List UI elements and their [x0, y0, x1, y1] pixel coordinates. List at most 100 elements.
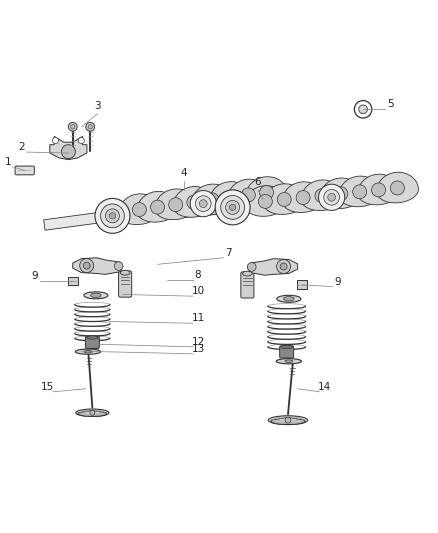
Circle shape — [114, 262, 123, 270]
Polygon shape — [358, 174, 399, 205]
Polygon shape — [119, 194, 160, 224]
Circle shape — [205, 193, 219, 207]
Circle shape — [230, 204, 236, 211]
Circle shape — [151, 200, 165, 214]
Text: 6: 6 — [254, 177, 261, 187]
Circle shape — [371, 183, 385, 197]
Circle shape — [190, 190, 216, 217]
Ellipse shape — [277, 295, 301, 302]
Polygon shape — [264, 184, 305, 214]
Polygon shape — [283, 182, 324, 213]
Circle shape — [324, 189, 339, 205]
Polygon shape — [173, 187, 215, 217]
Circle shape — [101, 204, 124, 228]
Ellipse shape — [76, 409, 109, 416]
Circle shape — [334, 187, 348, 201]
Polygon shape — [44, 189, 272, 230]
Polygon shape — [210, 182, 251, 212]
Circle shape — [215, 190, 250, 225]
Circle shape — [359, 105, 367, 114]
Polygon shape — [271, 418, 305, 424]
Ellipse shape — [84, 350, 92, 353]
Circle shape — [296, 191, 310, 205]
Circle shape — [277, 192, 291, 206]
Text: 11: 11 — [191, 313, 205, 323]
Text: 3: 3 — [94, 101, 101, 111]
Circle shape — [187, 195, 201, 209]
Circle shape — [241, 188, 255, 202]
FancyBboxPatch shape — [85, 336, 99, 349]
Text: 2: 2 — [18, 142, 25, 152]
Circle shape — [68, 123, 77, 131]
Polygon shape — [78, 411, 107, 416]
Circle shape — [277, 260, 290, 273]
Circle shape — [223, 190, 237, 204]
Circle shape — [90, 410, 95, 415]
Text: 12: 12 — [191, 337, 205, 347]
Circle shape — [280, 263, 287, 270]
Bar — [297, 280, 307, 289]
Ellipse shape — [281, 345, 292, 349]
Ellipse shape — [84, 292, 108, 299]
Circle shape — [221, 196, 244, 219]
Text: 9: 9 — [335, 277, 341, 287]
Ellipse shape — [243, 271, 252, 276]
FancyBboxPatch shape — [280, 346, 293, 358]
Polygon shape — [247, 259, 297, 275]
Text: 8: 8 — [195, 270, 201, 280]
Ellipse shape — [120, 270, 130, 275]
Polygon shape — [246, 177, 288, 207]
Circle shape — [354, 101, 372, 118]
Polygon shape — [377, 172, 419, 203]
Text: 15: 15 — [41, 382, 54, 392]
Ellipse shape — [91, 293, 101, 297]
Polygon shape — [155, 189, 197, 220]
Ellipse shape — [75, 349, 101, 354]
Circle shape — [86, 123, 95, 131]
Circle shape — [78, 138, 84, 143]
Circle shape — [318, 184, 345, 211]
Text: 13: 13 — [191, 344, 205, 354]
Text: 9: 9 — [32, 271, 38, 281]
Circle shape — [169, 198, 183, 212]
Circle shape — [353, 185, 367, 199]
Circle shape — [53, 138, 59, 143]
Circle shape — [258, 195, 272, 208]
Ellipse shape — [285, 360, 293, 362]
Circle shape — [88, 125, 92, 129]
Text: 4: 4 — [181, 168, 187, 179]
Circle shape — [260, 185, 273, 199]
Circle shape — [95, 198, 130, 233]
Polygon shape — [245, 185, 286, 216]
Circle shape — [71, 125, 75, 129]
FancyBboxPatch shape — [15, 166, 34, 175]
Polygon shape — [301, 180, 343, 211]
Circle shape — [195, 196, 211, 212]
FancyBboxPatch shape — [119, 271, 132, 297]
Circle shape — [106, 209, 120, 223]
Circle shape — [328, 193, 336, 201]
Circle shape — [80, 259, 94, 272]
Ellipse shape — [276, 359, 301, 364]
Text: 7: 7 — [225, 248, 232, 258]
Circle shape — [390, 181, 404, 195]
Text: 1: 1 — [5, 157, 12, 167]
Text: 5: 5 — [387, 99, 393, 109]
FancyBboxPatch shape — [241, 272, 254, 298]
Polygon shape — [320, 178, 362, 208]
Circle shape — [132, 203, 146, 216]
Polygon shape — [191, 184, 233, 215]
Polygon shape — [50, 136, 87, 159]
Circle shape — [315, 189, 329, 203]
Polygon shape — [73, 258, 123, 274]
Circle shape — [110, 213, 116, 219]
Bar — [68, 277, 78, 285]
Circle shape — [83, 262, 90, 269]
Circle shape — [61, 144, 75, 159]
Circle shape — [247, 263, 256, 271]
Polygon shape — [228, 179, 269, 210]
Text: 10: 10 — [191, 286, 205, 296]
Ellipse shape — [87, 336, 98, 339]
Text: 14: 14 — [318, 382, 331, 392]
Polygon shape — [137, 191, 179, 222]
